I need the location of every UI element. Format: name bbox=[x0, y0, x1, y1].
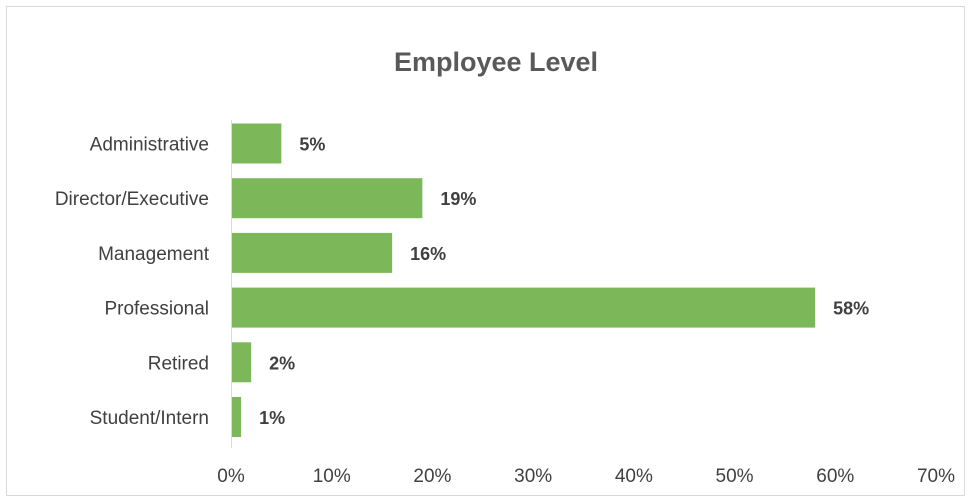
bar-student-intern bbox=[232, 397, 242, 437]
data-label-administrative: 5% bbox=[299, 135, 325, 155]
bar-management bbox=[232, 232, 393, 273]
data-labels: 5% 19% 16% 58% 2% 1% bbox=[259, 135, 869, 429]
data-label-director-executive: 19% bbox=[440, 189, 476, 209]
x-tick-label: 60% bbox=[816, 466, 854, 487]
bar-administrative bbox=[232, 123, 282, 164]
x-tick-label: 20% bbox=[413, 466, 451, 487]
x-tick-label: 30% bbox=[514, 466, 552, 487]
category-labels: Administrative Director/Executive Manageme… bbox=[55, 135, 210, 430]
chart-frame bbox=[6, 6, 965, 496]
bar-director-executive bbox=[232, 178, 423, 219]
x-tick-label: 50% bbox=[716, 466, 754, 487]
category-label-student-intern: Student/Intern bbox=[90, 408, 209, 429]
bars-group bbox=[232, 123, 816, 437]
category-label-administrative: Administrative bbox=[90, 135, 209, 156]
x-tick-label: 40% bbox=[615, 466, 653, 487]
x-tick-label: 70% bbox=[917, 466, 955, 487]
x-tick-label: 10% bbox=[313, 466, 351, 487]
data-label-professional: 58% bbox=[833, 299, 869, 319]
data-label-management: 16% bbox=[410, 244, 446, 264]
category-label-director-executive: Director/Executive bbox=[55, 189, 209, 210]
x-tick-label: 0% bbox=[217, 466, 245, 487]
bar-professional bbox=[232, 287, 816, 328]
chart-title: Employee Level bbox=[394, 47, 598, 77]
category-label-retired: Retired bbox=[148, 353, 209, 374]
bar-retired bbox=[232, 342, 252, 383]
category-label-management: Management bbox=[98, 244, 210, 265]
category-label-professional: Professional bbox=[104, 299, 209, 320]
data-label-retired: 2% bbox=[269, 353, 295, 373]
data-label-student-intern: 1% bbox=[259, 408, 285, 428]
x-tick-labels: 0% 10% 20% 30% 40% 50% 60% 70% bbox=[217, 466, 955, 487]
